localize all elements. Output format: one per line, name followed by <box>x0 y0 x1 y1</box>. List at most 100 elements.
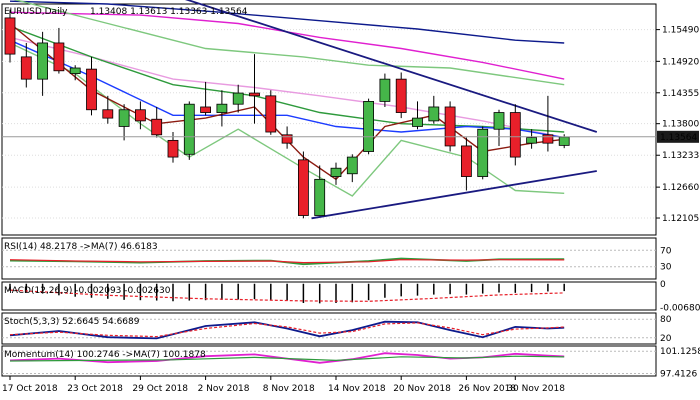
candle <box>395 72 407 119</box>
x-tick-label: 2 Nov 2018 <box>198 384 250 394</box>
candle <box>477 126 489 180</box>
candle-body <box>477 128 489 177</box>
candle <box>281 126 293 149</box>
candle <box>428 95 440 124</box>
candle-body <box>134 109 146 122</box>
x-tick-label: 8 Nov 2018 <box>263 384 315 394</box>
candle-body <box>151 118 163 136</box>
candle-body <box>183 103 195 155</box>
candle-body <box>102 109 114 119</box>
macd-pane-frame <box>1 281 657 311</box>
candle-body <box>216 103 228 113</box>
price-y-tick-label: 1.15490 <box>662 26 699 36</box>
candle <box>249 54 260 124</box>
candle <box>542 95 554 152</box>
current-price-label: 1.13564 <box>660 133 697 143</box>
moving-average-line <box>9 0 565 44</box>
candle <box>102 95 114 124</box>
candle-body <box>526 137 537 144</box>
candle <box>526 129 537 149</box>
candle-body <box>346 156 358 175</box>
candle-body <box>281 134 293 144</box>
candle-body <box>363 101 375 152</box>
candle-body <box>412 117 423 127</box>
momentum-y-tick-label: 97.4126 <box>660 370 697 380</box>
stoch-y-tick-label: 80 <box>660 315 672 325</box>
candle-body <box>542 134 554 144</box>
candle-body <box>53 42 65 72</box>
candle-body <box>509 112 521 158</box>
chart-ohlc-label: 1.13408 1.13613 1.13363 1.13564 <box>90 7 248 17</box>
candle-body <box>493 112 505 130</box>
stoch-label: Stoch(5,3,3) 52.6645 54.6689 <box>4 317 140 327</box>
candle-body <box>86 68 97 111</box>
candle-body <box>167 139 179 158</box>
candle-body <box>314 178 326 216</box>
candle <box>20 42 32 88</box>
macd-y-tick-label: 0 <box>660 280 666 290</box>
candle-body <box>20 56 32 80</box>
moving-average-line <box>9 11 565 80</box>
candle <box>509 104 521 166</box>
candle-body <box>428 106 440 122</box>
x-tick-label: 17 Oct 2018 <box>2 384 58 394</box>
price-y-tick-label: 1.13800 <box>662 120 699 130</box>
candle <box>346 154 358 183</box>
price-y-tick-label: 1.12660 <box>662 183 699 193</box>
candle <box>412 101 423 130</box>
candle <box>363 98 375 155</box>
candle-body <box>558 136 570 146</box>
candle-body <box>69 67 81 74</box>
candle-body <box>265 95 277 133</box>
candle <box>200 81 212 116</box>
rsi-y-tick-label: 70 <box>660 246 672 256</box>
momentum-label: Momentum(14) 100.2746 ->MA(7) 100.1878 <box>4 350 206 360</box>
candle <box>444 101 456 152</box>
x-tick-label: 23 Oct 2018 <box>67 384 123 394</box>
macd-signal-line <box>9 289 565 302</box>
candle-body <box>460 145 472 177</box>
candle <box>4 9 16 63</box>
chart-title: EURUSD,Daily <box>4 7 68 17</box>
candle-body <box>395 78 407 113</box>
candle <box>37 31 48 96</box>
macd-label: MACD(12,26,9) -0.002093 -0.002630 <box>4 286 171 296</box>
candle-body <box>37 42 48 80</box>
chart-labels: EURUSD,Daily 1.13408 1.13613 1.13363 1.1… <box>4 7 248 360</box>
candle <box>118 104 130 141</box>
moving-average-line <box>9 39 565 139</box>
candle <box>314 165 326 216</box>
x-tick-label: 30 Nov 2018 <box>507 384 565 394</box>
candle-body <box>444 106 456 147</box>
candle <box>493 109 505 146</box>
candle <box>134 101 146 130</box>
trendline <box>184 0 598 133</box>
rsi-label: RSI(14) 48.2178 ->MA(7) 46.6183 <box>4 242 158 252</box>
candle <box>297 151 309 219</box>
price-y-tick-label: 1.14920 <box>662 57 699 67</box>
rsi-series-line <box>9 259 565 264</box>
price-y-tick-label: 1.13233 <box>662 151 699 161</box>
candle <box>216 90 228 127</box>
candle <box>232 84 244 113</box>
candle-body <box>200 106 212 113</box>
stoch-y-tick-label: 20 <box>660 334 672 344</box>
x-tick-label: 26 Nov 2018 <box>458 384 516 394</box>
rsi-y-tick-label: 30 <box>660 263 672 273</box>
x-tick-label: 20 Nov 2018 <box>393 384 451 394</box>
candle-body <box>297 159 309 216</box>
candle <box>86 56 97 116</box>
stoch-pane-frame <box>1 312 657 345</box>
x-tick-label: 14 Nov 2018 <box>328 384 386 394</box>
candle <box>460 137 472 191</box>
candle <box>151 106 163 138</box>
momentum-series-line <box>9 355 565 362</box>
candle <box>265 90 277 135</box>
moving-average-line <box>13 0 565 86</box>
candle <box>183 101 195 160</box>
candle-body <box>118 109 130 127</box>
macd-y-tick-label: -0.006809 <box>660 304 700 314</box>
stoch-series-line <box>9 322 565 338</box>
